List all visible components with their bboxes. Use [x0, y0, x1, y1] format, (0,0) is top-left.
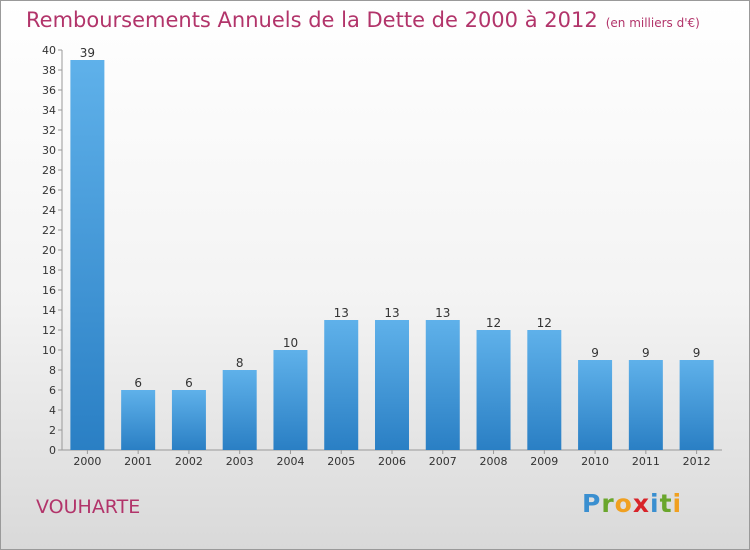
y-tick-label: 32	[42, 124, 56, 137]
y-tick-label: 18	[42, 264, 56, 277]
y-tick-label: 2	[49, 424, 56, 437]
bar	[679, 360, 714, 450]
y-tick-label: 8	[49, 364, 56, 377]
y-tick-label: 14	[42, 304, 56, 317]
bar	[425, 320, 460, 450]
y-tick-label: 28	[42, 164, 56, 177]
y-tick-label: 38	[42, 64, 56, 77]
y-tick-label: 36	[42, 84, 56, 97]
bar	[375, 320, 409, 450]
y-tick-label: 16	[42, 284, 56, 297]
y-tick-label: 40	[42, 44, 56, 57]
title-text: Remboursements Annuels de la Dette de 20…	[26, 8, 598, 32]
x-tick-label: 2004	[276, 455, 304, 468]
bar	[578, 360, 613, 450]
y-tick-label: 20	[42, 244, 56, 257]
y-tick-label: 24	[42, 204, 56, 217]
bar-value-label: 13	[435, 306, 450, 320]
bar-value-label: 8	[236, 356, 244, 370]
x-tick-label: 2005	[327, 455, 355, 468]
y-tick-label: 10	[42, 344, 56, 357]
bar-value-label: 13	[384, 306, 399, 320]
y-tick-label: 30	[42, 144, 56, 157]
proxiti-logo: Proxiti	[582, 489, 683, 518]
y-tick-label: 12	[42, 324, 56, 337]
bar-value-label: 13	[334, 306, 349, 320]
bar-value-label: 9	[642, 346, 650, 360]
x-tick-label: 2011	[632, 455, 660, 468]
x-tick-label: 2000	[73, 455, 101, 468]
bar	[171, 390, 206, 450]
bar-value-label: 12	[486, 316, 501, 330]
y-tick-label: 4	[49, 404, 56, 417]
x-tick-label: 2010	[581, 455, 609, 468]
bar-value-label: 6	[185, 376, 193, 390]
title-unit: (en milliers d'€)	[605, 16, 700, 30]
x-tick-label: 2008	[480, 455, 508, 468]
y-tick-label: 22	[42, 224, 56, 237]
bar	[70, 60, 105, 450]
bar-value-label: 39	[80, 46, 95, 60]
y-tick-label: 34	[42, 104, 56, 117]
chart-title: Remboursements Annuels de la Dette de 20…	[26, 8, 700, 32]
bar-value-label: 10	[283, 336, 298, 350]
x-tick-label: 2009	[530, 455, 558, 468]
x-tick-label: 2007	[429, 455, 457, 468]
bar-value-label: 9	[591, 346, 599, 360]
x-tick-label: 2001	[124, 455, 152, 468]
bars: 39 6 6 8 10 13 13 13 12 12 9 9 9	[70, 46, 714, 450]
bar-value-label: 12	[537, 316, 552, 330]
bar	[273, 350, 308, 450]
bar	[527, 330, 562, 450]
bar-value-label: 9	[693, 346, 701, 360]
commune-name: VOUHARTE	[36, 496, 141, 518]
y-tick-label: 26	[42, 184, 56, 197]
x-tick-label: 2006	[378, 455, 406, 468]
bar-value-label: 6	[134, 376, 142, 390]
y-tick-label: 0	[49, 444, 56, 457]
bar	[476, 330, 511, 450]
bar	[222, 370, 257, 450]
bar	[121, 390, 156, 450]
x-tick-label: 2012	[683, 455, 711, 468]
x-tick-label: 2003	[226, 455, 254, 468]
bar	[324, 320, 359, 450]
y-tick-label: 6	[49, 384, 56, 397]
bar	[628, 360, 663, 450]
x-tick-label: 2002	[175, 455, 203, 468]
